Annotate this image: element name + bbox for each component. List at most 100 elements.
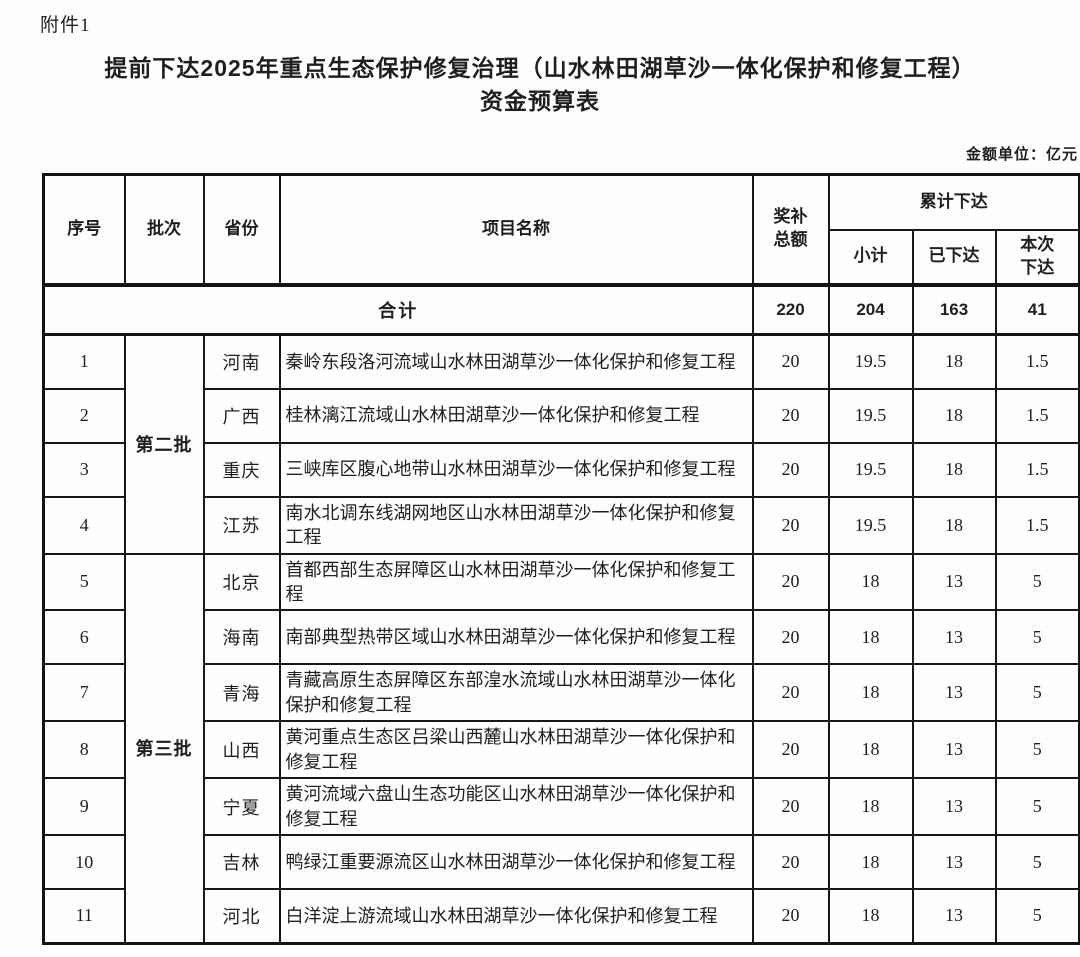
province-cell: 河北 xyxy=(202,888,281,945)
subtotal-cell: 18 xyxy=(827,720,914,780)
table-row: 1 第二批 河南 秦岭东段洛河流域山水林田湖草沙一体化保护和修复工程 20 19… xyxy=(42,333,1080,555)
total-award-cell: 20 xyxy=(751,834,830,891)
current-cell: 5 xyxy=(994,552,1080,612)
subtotal-cell: 19.5 xyxy=(827,441,914,498)
current-cell: 5 xyxy=(994,777,1080,837)
seq-cell: 4 xyxy=(42,495,126,555)
seq-cell: 10 xyxy=(42,834,126,891)
subtotal-cell: 18 xyxy=(827,888,914,945)
project-cell: 南部典型热带区域山水林田湖草沙一体化保护和修复工程 xyxy=(278,609,754,666)
project-cell: 黄河流域六盘山生态功能区山水林田湖草沙一体化保护和修复工程 xyxy=(278,777,754,837)
issued-cell: 13 xyxy=(911,609,997,666)
issued-cell: 13 xyxy=(911,888,997,945)
current-cell: 5 xyxy=(994,663,1080,723)
province-cell: 重庆 xyxy=(202,441,281,498)
issued-cell: 18 xyxy=(911,495,997,555)
total-award-cell: 20 xyxy=(751,387,830,444)
column-header-issued: 已下达 xyxy=(911,228,997,286)
total-award-cell: 20 xyxy=(751,888,830,945)
subtotal-cell: 18 xyxy=(827,663,914,723)
table-row: 8 山西 黄河重点生态区吕梁山西麓山水林田湖草沙一体化保护和修复工程 20 18… xyxy=(42,720,1080,780)
document-title-line2: 资金预算表 xyxy=(480,88,600,115)
province-cell: 江苏 xyxy=(202,495,281,555)
project-cell: 三峡库区腹心地带山水林田湖草沙一体化保护和修复工程 xyxy=(278,441,754,498)
issued-cell: 18 xyxy=(911,333,997,390)
subtotal-cell: 19.5 xyxy=(827,387,914,444)
total-award-cell: 20 xyxy=(751,609,830,666)
current-cell: 1.5 xyxy=(994,441,1080,498)
batch-cell-2: 第二批 xyxy=(123,333,205,555)
project-cell: 黄河重点生态区吕梁山西麓山水林田湖草沙一体化保护和修复工程 xyxy=(278,720,754,780)
province-cell: 北京 xyxy=(202,552,281,612)
province-cell: 河南 xyxy=(202,333,281,390)
issued-cell: 13 xyxy=(911,720,997,780)
column-header-total-award: 奖补 总额 xyxy=(751,173,830,286)
attachment-label: 附件1 xyxy=(40,15,91,36)
total-row: 合计 220 204 163 41 xyxy=(42,282,1080,336)
current-cell: 5 xyxy=(994,609,1080,666)
seq-cell: 11 xyxy=(42,888,126,945)
project-cell: 白洋淀上游流域山水林田湖草沙一体化保护和修复工程 xyxy=(278,888,754,945)
current-cell: 5 xyxy=(994,720,1080,780)
total-issued-value: 163 xyxy=(911,282,997,336)
project-cell: 青藏高原生态屏障区东部湟水流域山水林田湖草沙一体化保护和修复工程 xyxy=(278,663,754,723)
seq-cell: 9 xyxy=(42,777,126,837)
total-award-cell: 20 xyxy=(751,495,830,555)
province-cell: 广西 xyxy=(202,387,281,444)
table-row: 3 重庆 三峡库区腹心地带山水林田湖草沙一体化保护和修复工程 20 19.5 1… xyxy=(42,441,1080,498)
current-cell: 5 xyxy=(994,834,1080,891)
budget-table: 序号 批次 省份 项目名称 奖补 总额 累计下达 小计 已下达 本次 下达 合计… xyxy=(42,173,1080,945)
total-award-value: 220 xyxy=(751,282,830,336)
subtotal-cell: 18 xyxy=(827,552,914,612)
project-cell: 秦岭东段洛河流域山水林田湖草沙一体化保护和修复工程 xyxy=(278,333,754,390)
issued-cell: 13 xyxy=(911,834,997,891)
province-cell: 吉林 xyxy=(202,834,281,891)
issued-cell: 13 xyxy=(911,777,997,837)
document-title-line1: 提前下达2025年重点生态保护修复治理（山水林田湖草沙一体化保护和修复工程） xyxy=(104,55,976,81)
column-header-province: 省份 xyxy=(202,173,281,286)
total-subtotal-value: 204 xyxy=(827,282,914,336)
issued-cell: 13 xyxy=(911,552,997,612)
total-award-cell: 20 xyxy=(751,552,830,612)
current-cell: 1.5 xyxy=(994,387,1080,444)
total-current-value: 41 xyxy=(994,282,1080,336)
province-cell: 山西 xyxy=(202,720,281,780)
table-header: 序号 批次 省份 项目名称 奖补 总额 累计下达 小计 已下达 本次 下达 xyxy=(42,173,1080,286)
seq-cell: 7 xyxy=(42,663,126,723)
current-cell: 5 xyxy=(994,888,1080,945)
subtotal-cell: 18 xyxy=(827,609,914,666)
subtotal-cell: 18 xyxy=(827,777,914,837)
column-header-project: 项目名称 xyxy=(278,173,754,286)
column-header-subtotal: 小计 xyxy=(827,228,914,286)
province-cell: 青海 xyxy=(202,663,281,723)
table-row: 10 吉林 鸭绿江重要源流区山水林田湖草沙一体化保护和修复工程 20 18 13… xyxy=(42,834,1080,891)
total-award-cell: 20 xyxy=(751,441,830,498)
seq-cell: 6 xyxy=(42,609,126,666)
total-award-cell: 20 xyxy=(751,333,830,390)
issued-cell: 18 xyxy=(911,387,997,444)
table-row: 2 广西 桂林漓江流域山水林田湖草沙一体化保护和修复工程 20 19.5 18 … xyxy=(42,387,1080,444)
subtotal-cell: 19.5 xyxy=(827,495,914,555)
total-label: 合计 xyxy=(42,282,754,336)
column-header-seq: 序号 xyxy=(42,173,126,286)
project-cell: 桂林漓江流域山水林田湖草沙一体化保护和修复工程 xyxy=(278,387,754,444)
table-row: 9 宁夏 黄河流域六盘山生态功能区山水林田湖草沙一体化保护和修复工程 20 18… xyxy=(42,777,1080,837)
table-row: 5 第三批 北京 首都西部生态屏障区山水林田湖草沙一体化保护和修复工程 20 1… xyxy=(42,552,1080,945)
table-row: 4 江苏 南水北调东线湖网地区山水林田湖草沙一体化保护和修复工程 20 19.5… xyxy=(42,495,1080,555)
document-title: 提前下达2025年重点生态保护修复治理（山水林田湖草沙一体化保护和修复工程） 资… xyxy=(0,52,1080,119)
seq-cell: 2 xyxy=(42,387,126,444)
table-row: 11 河北 白洋淀上游流域山水林田湖草沙一体化保护和修复工程 20 18 13 … xyxy=(42,888,1080,945)
current-cell: 1.5 xyxy=(994,333,1080,390)
issued-cell: 13 xyxy=(911,663,997,723)
subtotal-cell: 19.5 xyxy=(827,333,914,390)
current-cell: 1.5 xyxy=(994,495,1080,555)
unit-note: 金额单位：亿元 xyxy=(965,146,1078,163)
column-header-batch: 批次 xyxy=(123,173,205,286)
total-award-cell: 20 xyxy=(751,663,830,723)
column-header-cumulative: 累计下达 xyxy=(827,173,1080,231)
table-row: 6 海南 南部典型热带区域山水林田湖草沙一体化保护和修复工程 20 18 13 … xyxy=(42,609,1080,666)
province-cell: 宁夏 xyxy=(202,777,281,837)
table-row: 7 青海 青藏高原生态屏障区东部湟水流域山水林田湖草沙一体化保护和修复工程 20… xyxy=(42,663,1080,723)
subtotal-cell: 18 xyxy=(827,834,914,891)
